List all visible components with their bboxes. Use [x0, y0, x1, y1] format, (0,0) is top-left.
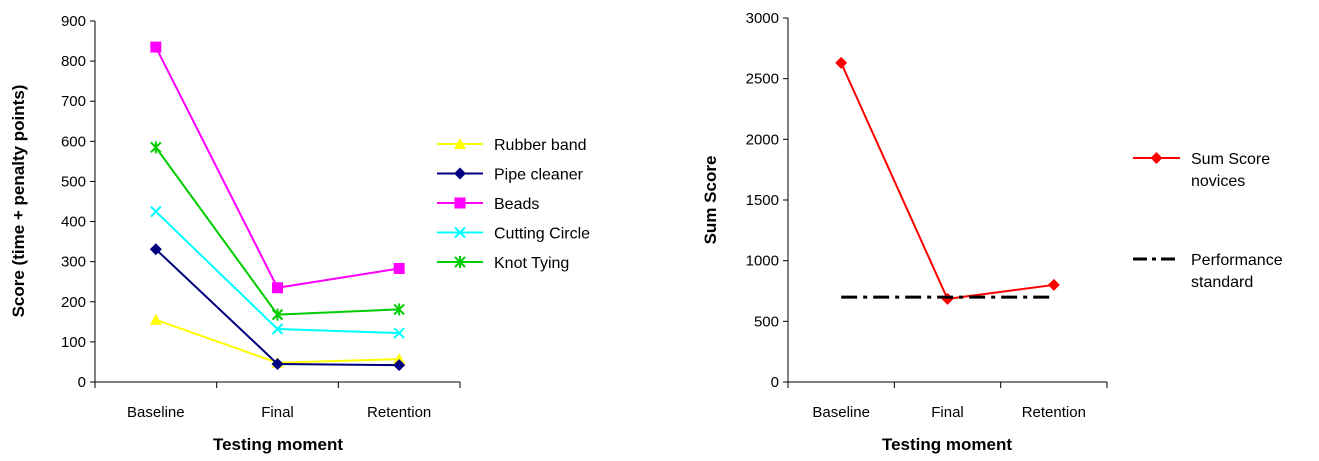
chart1-x-axis-title: Testing moment — [213, 435, 343, 454]
chart1-series-cutting-circle-legend-marker — [454, 226, 466, 239]
chart1-series-knot-tying-legend-marker — [454, 256, 466, 268]
chart2-y-tick-label: 500 — [754, 313, 779, 330]
chart2-series-sum-score-novices-point — [1047, 278, 1060, 291]
chart1-series-beads-point — [150, 41, 162, 53]
chart1-series-cutting-circle-legend-marker-shape — [454, 226, 466, 239]
chart1-x-tick-label: Baseline — [127, 404, 185, 421]
chart1-series-pipe-cleaner-point-shape — [393, 359, 406, 372]
chart1-x-tick-label: Retention — [367, 404, 431, 421]
chart1-y-tick-label: 700 — [61, 93, 86, 110]
chart1-series-knot-tying-point-shape — [150, 141, 162, 154]
chart1-series-cutting-circle-point-shape — [271, 323, 284, 335]
chart1-series-beads-line — [154, 46, 400, 289]
chart1-series-rubber-band-legend-label: Rubber band — [494, 137, 587, 154]
chart1-series-cutting-circle-point-shape — [150, 205, 162, 218]
chart2-series-sum-score-novices-legend-marker — [1150, 152, 1163, 164]
chart1-series-cutting-circle-point — [150, 205, 162, 218]
chart1-y-tick-label: 0 — [78, 374, 86, 391]
chart1-y-tick-label: 800 — [61, 53, 86, 70]
chart1-series-rubber-band-point — [149, 313, 162, 325]
chart2-y-axis-title: Sum Score — [701, 156, 720, 245]
chart2-series-sum-score-novices-point-shape — [835, 56, 848, 69]
chart1-series-pipe-cleaner-point — [149, 243, 162, 256]
chart1-y-tick-label: 600 — [61, 133, 86, 150]
chart1-series-beads-point-shape — [150, 41, 162, 53]
chart2-series-performance-standard-legend-label: Performance — [1191, 252, 1283, 269]
chart2-y-tick-label: 3000 — [746, 10, 779, 27]
chart1-series-beads-legend-label: Beads — [494, 196, 539, 213]
chart1-series-knot-tying-point — [271, 308, 284, 321]
chart1-series-pipe-cleaner-point-shape — [271, 357, 284, 370]
chart2-series-sum-score-novices-legend-label: novices — [1191, 173, 1245, 190]
chart1-series-pipe-cleaner-point — [393, 359, 406, 372]
chart2-y-tick-label: 2500 — [746, 71, 779, 88]
chart2-x-tick-label: Retention — [1022, 404, 1086, 421]
chart1-y-tick-label: 200 — [61, 294, 86, 311]
chart1-y-axis-title: Score (time + penalty points) — [9, 85, 28, 318]
chart1-y-tick-label: 900 — [61, 13, 86, 30]
chart1-y-tick-label: 400 — [61, 214, 86, 231]
chart2-y-tick-label: 2000 — [746, 131, 779, 148]
chart1-series-beads-point-shape — [393, 262, 405, 274]
chart2-y-tick-label: 0 — [771, 374, 779, 391]
chart2-series-sum-score-novices-legend-marker-shape — [1150, 152, 1163, 164]
chart2-y-tick-label: 1500 — [746, 192, 779, 209]
chart2-x-tick-label: Baseline — [812, 404, 870, 421]
chart1-series-rubber-band-point-shape — [149, 313, 162, 325]
chart1-series-beads-point — [393, 262, 405, 274]
chart1-series-pipe-cleaner-line — [155, 248, 400, 367]
chart2-series-sum-score-novices-line — [840, 62, 1054, 300]
chart1-series-beads-point-shape — [272, 282, 283, 294]
chart1-series-cutting-circle-point — [393, 327, 405, 339]
chart1-series-cutting-circle-point-shape — [393, 327, 405, 339]
chart1-series-knot-tying-point-shape — [393, 303, 405, 316]
chart1-series-beads-legend-marker — [454, 197, 466, 209]
chart1-series-pipe-cleaner-legend-marker-shape — [454, 167, 466, 180]
chart2-series-sum-score-novices-point-shape — [941, 292, 954, 305]
chart1-series-knot-tying-legend-marker-shape — [454, 256, 466, 268]
chart1-series-knot-tying-point — [393, 303, 405, 316]
chart1-series-rubber-band-point-shape — [393, 353, 406, 365]
chart1-y-tick-label: 100 — [61, 334, 86, 351]
chart2-x-tick-label: Final — [931, 404, 964, 421]
chart1-series-pipe-cleaner-point — [271, 357, 284, 370]
chart2-series-performance-standard-legend-label: standard — [1191, 274, 1253, 291]
chart1-series-rubber-band-legend-marker — [454, 138, 466, 149]
chart1-y-tick-label: 500 — [61, 173, 86, 190]
chart1-series-rubber-band-line — [155, 318, 400, 364]
chart1-series-pipe-cleaner-legend-marker — [454, 167, 466, 180]
chart2-series-sum-score-novices-point — [941, 292, 954, 305]
chart1-series-knot-tying-point — [150, 141, 162, 154]
chart2-y-tick-label: 1000 — [746, 253, 779, 270]
chart1-series-cutting-circle-legend-label: Cutting Circle — [494, 226, 590, 243]
chart1-series-knot-tying-point-shape — [271, 308, 284, 321]
chart1-series-rubber-band-legend-marker-shape — [454, 138, 466, 149]
chart1-series-pipe-cleaner-legend-label: Pipe cleaner — [494, 167, 584, 184]
chart1-series-cutting-circle-point — [271, 323, 284, 335]
chart1-y-tick-label: 300 — [61, 254, 86, 271]
chart2-series-sum-score-novices-legend-label: Sum Score — [1191, 151, 1270, 168]
chart1-series-knot-tying-legend-label: Knot Tying — [494, 255, 569, 272]
chart1-series-rubber-band-point — [393, 353, 406, 365]
chart2-x-axis-title: Testing moment — [882, 435, 1012, 454]
chart1-series-beads-point — [272, 282, 283, 294]
chart2-series-sum-score-novices-point-shape — [1047, 278, 1060, 291]
chart1-x-tick-label: Final — [261, 404, 294, 421]
chart1-series-pipe-cleaner-point-shape — [149, 243, 162, 256]
chart2-series-sum-score-novices-point — [835, 56, 848, 69]
chart1-series-beads-legend-marker-shape — [454, 197, 466, 209]
